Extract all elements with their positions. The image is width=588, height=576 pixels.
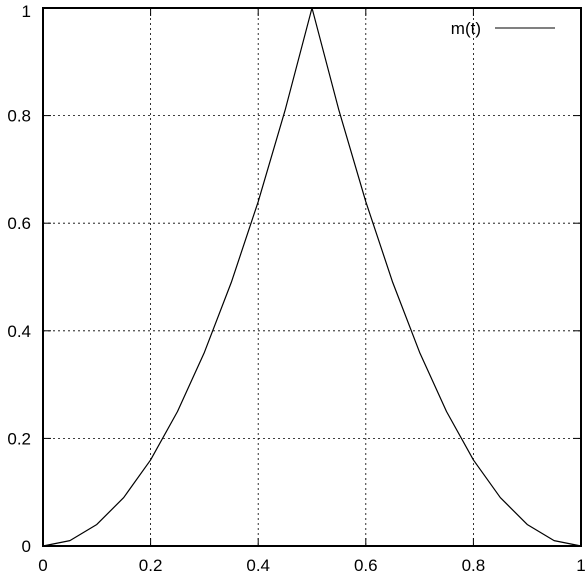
grid-lines <box>43 8 581 546</box>
y-tick-label: 0.8 <box>7 107 31 126</box>
plot-frame <box>42 7 582 547</box>
y-tick-label: 0.4 <box>7 322 31 341</box>
x-tick-label: 0.6 <box>354 556 378 575</box>
y-tick-labels: 0 0.2 0.4 0.6 0.8 1 <box>7 2 31 556</box>
series-group <box>42 7 582 547</box>
x-tick-labels: 0 0.2 0.4 0.6 0.8 1 <box>38 556 585 575</box>
legend-label-m-t: m(t) <box>451 19 481 38</box>
x-tick-label: 0 <box>38 556 47 575</box>
x-tick-label: 0.4 <box>246 556 270 575</box>
y-tick-label: 0.2 <box>7 429 31 448</box>
x-tick-label: 0.8 <box>462 556 486 575</box>
y-tick-label: 0.6 <box>7 214 31 233</box>
y-tick-label: 0 <box>22 537 31 556</box>
series-line-m-t <box>42 7 582 547</box>
legend: m(t) <box>451 19 555 38</box>
x-tick-label: 0.2 <box>139 556 163 575</box>
axis-ticks <box>42 7 582 547</box>
y-tick-label: 1 <box>22 2 31 21</box>
x-tick-label: 1 <box>576 556 585 575</box>
